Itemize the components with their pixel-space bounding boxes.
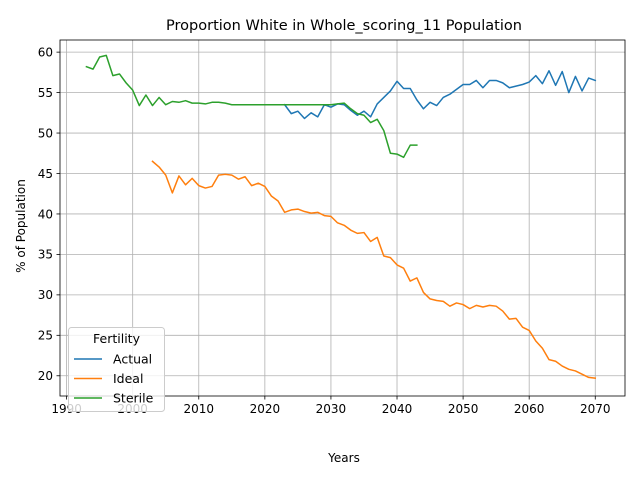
legend-label-ideal: Ideal [113,371,143,386]
y-tick-label: 60 [38,45,53,59]
y-tick-label: 25 [38,329,53,343]
x-tick-label: 2060 [514,402,545,416]
series-layer [85,54,597,380]
y-tick-label: 45 [38,167,53,181]
x-tick-label: 2070 [580,402,611,416]
x-tick-label: 2020 [250,402,281,416]
legend-entries: Actual Ideal Sterile [74,352,154,406]
y-tick-label: 40 [38,207,53,221]
y-axis-label: % of Population [14,179,28,273]
plot-frame [59,39,626,397]
legend-box [68,327,165,412]
x-tick-label: 2010 [183,402,214,416]
y-tick-label: 20 [38,369,53,383]
grid [60,40,625,396]
x-axis-label: Years [327,451,360,465]
series-line-ideal [151,160,597,380]
y-tick-label: 35 [38,248,53,262]
y-tick-label: 50 [38,126,53,140]
x-tick-label: 2050 [448,402,479,416]
x-tick-label: 2040 [382,402,413,416]
legend: Fertility Actual Ideal Sterile [68,327,165,412]
y-tick-label: 30 [38,288,53,302]
legend-title: Fertility [93,331,141,346]
y-tick-label: 55 [38,86,53,100]
series-line-sterile [85,54,418,159]
legend-label-sterile: Sterile [113,391,154,406]
x-tick-label: 2030 [316,402,347,416]
chart-title: Proportion White in Whole_scoring_11 Pop… [166,18,522,34]
legend-label-actual: Actual [113,352,152,367]
